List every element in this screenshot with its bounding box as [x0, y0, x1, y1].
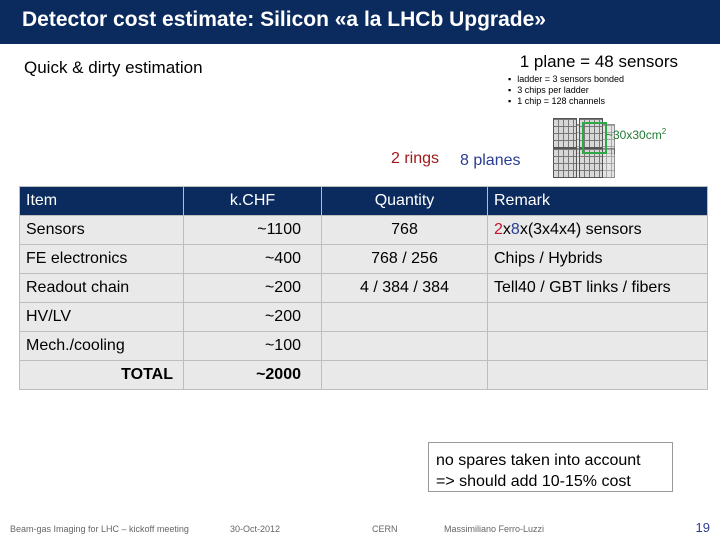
- bullet-item: 1 chip = 128 channels: [508, 96, 624, 107]
- footer-event: Beam-gas Imaging for LHC – kickoff meeti…: [10, 524, 189, 534]
- cell-quantity: 768 / 256: [321, 244, 488, 274]
- note-line: => should add 10-15% cost: [436, 473, 631, 490]
- cell-item: Readout chain: [19, 273, 184, 303]
- title-bar: Detector cost estimate: Silicon «a la LH…: [0, 0, 720, 44]
- header-remark: Remark: [487, 186, 708, 216]
- cell-kchf: ~200: [183, 273, 322, 303]
- rings-label: 2 rings: [391, 150, 440, 167]
- page-number: 19: [695, 520, 710, 535]
- sensor-grid: [579, 148, 603, 178]
- bullet-item: 3 chips per ladder: [508, 85, 624, 96]
- cell-remark: Chips / Hybrids: [487, 244, 708, 274]
- table-row: Readout chain ~200 4 / 384 / 384 Tell40 …: [19, 273, 708, 303]
- table-row: HV/LV ~200: [19, 302, 708, 332]
- sensor-plane-illustration: [553, 118, 615, 180]
- note-line: no spares taken into account: [436, 452, 641, 469]
- total-value: ~2000: [183, 360, 322, 390]
- header-item: Item: [19, 186, 184, 216]
- footer-date: 30-Oct-2012: [230, 524, 281, 534]
- total-label: TOTAL: [19, 360, 184, 390]
- cell-item: Sensors: [19, 215, 184, 245]
- plane-label: 1 plane = 48 sensors: [519, 52, 678, 71]
- header-quantity: Quantity: [321, 186, 488, 216]
- sensor-grid: [553, 148, 577, 178]
- sensor-highlight-box: [582, 122, 607, 154]
- note-box: no spares taken into account => should a…: [428, 442, 673, 492]
- sensor-grid: [579, 118, 603, 148]
- cell-remark: 2x8x(3x4x4) sensors: [487, 215, 708, 245]
- table-row: FE electronics ~400 768 / 256 Chips / Hy…: [19, 244, 708, 274]
- cell-kchf: ~1100: [183, 215, 322, 245]
- cell-remark: Tell40 / GBT links / fibers: [487, 273, 708, 303]
- cell-quantity: [321, 302, 488, 332]
- cell-quantity: 768: [321, 215, 488, 245]
- sensor-grid: [553, 118, 577, 148]
- slide-title: Detector cost estimate: Silicon «a la LH…: [22, 8, 546, 31]
- bullet-item: ladder = 3 sensors bonded: [508, 74, 624, 85]
- footer-org: CERN: [372, 524, 398, 534]
- cell-remark: [487, 331, 708, 361]
- planes-label: 8 planes: [460, 152, 521, 169]
- cell-kchf: ~100: [183, 331, 322, 361]
- cell-quantity: 4 / 384 / 384: [321, 273, 488, 303]
- subtitle: Quick & dirty estimation: [24, 58, 203, 77]
- table-row: Sensors ~1100 768 2x8x(3x4x4) sensors: [19, 215, 708, 245]
- table-row: Mech./cooling ~100: [19, 331, 708, 361]
- cell-kchf: ~400: [183, 244, 322, 274]
- cell-item: Mech./cooling: [19, 331, 184, 361]
- footer-author: Massimiliano Ferro-Luzzi: [444, 524, 545, 534]
- plane-bullets: ladder = 3 sensors bonded 3 chips per la…: [508, 74, 624, 107]
- cell-quantity: [321, 331, 488, 361]
- cell-remark: [487, 360, 708, 390]
- cell-remark: [487, 302, 708, 332]
- cell-kchf: ~200: [183, 302, 322, 332]
- sensor-size-label: ~30x30cm2: [606, 127, 667, 142]
- cell-item: FE electronics: [19, 244, 184, 274]
- table-total-row: TOTAL ~2000: [19, 360, 708, 390]
- cost-table: Item k.CHF Quantity Remark Sensors ~1100…: [19, 186, 708, 390]
- cell-quantity: [321, 360, 488, 390]
- cell-item: HV/LV: [19, 302, 184, 332]
- header-kchf: k.CHF: [183, 186, 322, 216]
- table-header-row: Item k.CHF Quantity Remark: [19, 186, 708, 216]
